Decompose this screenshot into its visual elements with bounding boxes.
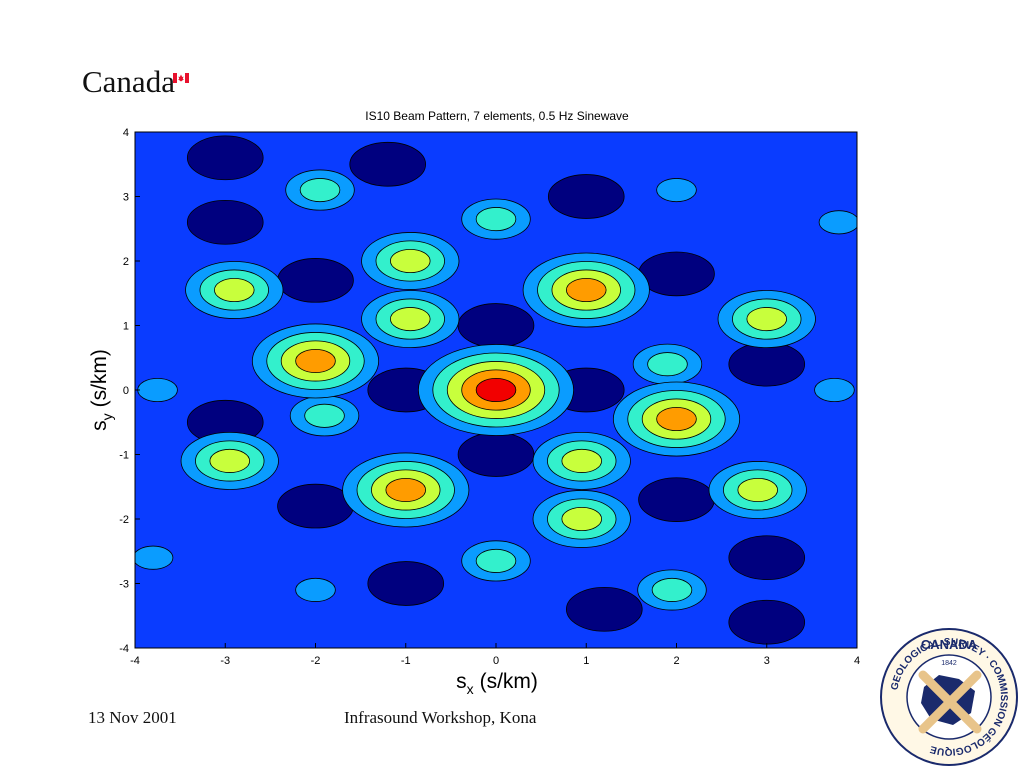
x-tick-label: 4	[854, 655, 860, 667]
contour-peak-21-level-6	[385, 477, 427, 503]
contour-peak-16-level-5	[214, 277, 255, 303]
contour-peak-20-level-6	[565, 277, 607, 303]
y-tick-label: -3	[119, 579, 129, 591]
contour-peak-3-level-3	[137, 377, 178, 403]
x-axis-label: sx (s/km)	[456, 670, 538, 697]
contour-peak-0-level-3	[656, 178, 697, 203]
contour-peak-5-level-3	[135, 545, 174, 570]
contour-peak-8-level-4	[475, 207, 517, 232]
y-axis-label: sy(s/km)	[88, 349, 115, 431]
seal-top-text: CANADA	[921, 637, 978, 652]
contour-trough-16	[565, 586, 643, 632]
x-tick-label: -3	[220, 655, 230, 667]
chart-title: IS10 Beam Pattern, 7 elements, 0.5 Hz Si…	[365, 109, 629, 123]
canada-wordmark: Canada	[82, 64, 175, 99]
contour-plot-area	[135, 132, 857, 648]
contour-trough-5	[638, 477, 715, 522]
seal-year: 1842	[941, 660, 957, 667]
contour-trough-6	[638, 251, 715, 297]
contour-trough-15	[728, 599, 806, 645]
contour-peak-19-level-5	[209, 448, 251, 473]
contour-trough-3	[457, 432, 535, 477]
contour-peak-24-level-7	[475, 377, 517, 403]
y-tick-label: 3	[123, 192, 129, 204]
y-tick-label: 4	[123, 127, 129, 139]
contour-peak-7-level-4	[651, 577, 693, 602]
footer-event-title: Infrasound Workshop, Kona	[344, 708, 537, 727]
footer-date: 13 Nov 2001	[88, 708, 177, 727]
y-tick-label: 2	[123, 256, 129, 268]
contour-trough-8	[186, 199, 264, 245]
contour-trough-2	[457, 303, 535, 348]
contour-trough-17	[349, 141, 427, 187]
contour-trough-11	[728, 341, 806, 387]
contour-peak-1-level-3	[295, 577, 336, 602]
contour-trough-9	[728, 535, 806, 581]
contour-peak-17-level-5	[737, 477, 778, 503]
canada-flag-icon	[173, 73, 189, 83]
contour-peak-18-level-5	[746, 307, 788, 332]
x-tick-label: 0	[493, 655, 499, 667]
contour-peak-23-level-6	[656, 406, 697, 432]
contour-peak-13-level-5	[561, 506, 602, 532]
seal-pick-icon	[918, 670, 982, 734]
x-tick-label: 2	[673, 655, 679, 667]
y-tick-label: -4	[119, 643, 129, 655]
contour-peak-6-level-4	[299, 178, 341, 203]
contour-peak-9-level-4	[475, 548, 517, 573]
x-tick-label: -1	[401, 655, 411, 667]
y-tick-label: 0	[123, 385, 129, 397]
y-tick-label: 1	[123, 321, 129, 333]
x-tick-label: 1	[583, 655, 589, 667]
contour-trough-14	[186, 135, 264, 181]
contour-trough-12	[547, 174, 625, 219]
contour-peak-2-level-3	[814, 377, 855, 403]
geological-survey-seal: GEOLOGICAL SURVEY · COMMISSION GÉOLOGIQU…	[880, 628, 1018, 766]
contour-peak-14-level-5	[390, 307, 431, 332]
contour-peak-15-level-5	[561, 448, 602, 473]
x-tick-label: 3	[764, 655, 770, 667]
contour-peak-22-level-6	[295, 348, 336, 374]
contour-trough-13	[367, 561, 445, 606]
y-tick-label: -2	[119, 514, 129, 526]
contour-trough-7	[277, 483, 354, 529]
y-tick-label: -1	[119, 450, 129, 462]
x-tick-label: -2	[311, 655, 321, 667]
contour-trough-4	[277, 258, 354, 303]
x-tick-label: -4	[130, 655, 140, 667]
contour-peak-11-level-4	[304, 403, 345, 428]
contour-peak-10-level-4	[647, 352, 688, 377]
contour-peak-12-level-5	[390, 248, 431, 274]
contour-peak-4-level-3	[818, 210, 857, 235]
